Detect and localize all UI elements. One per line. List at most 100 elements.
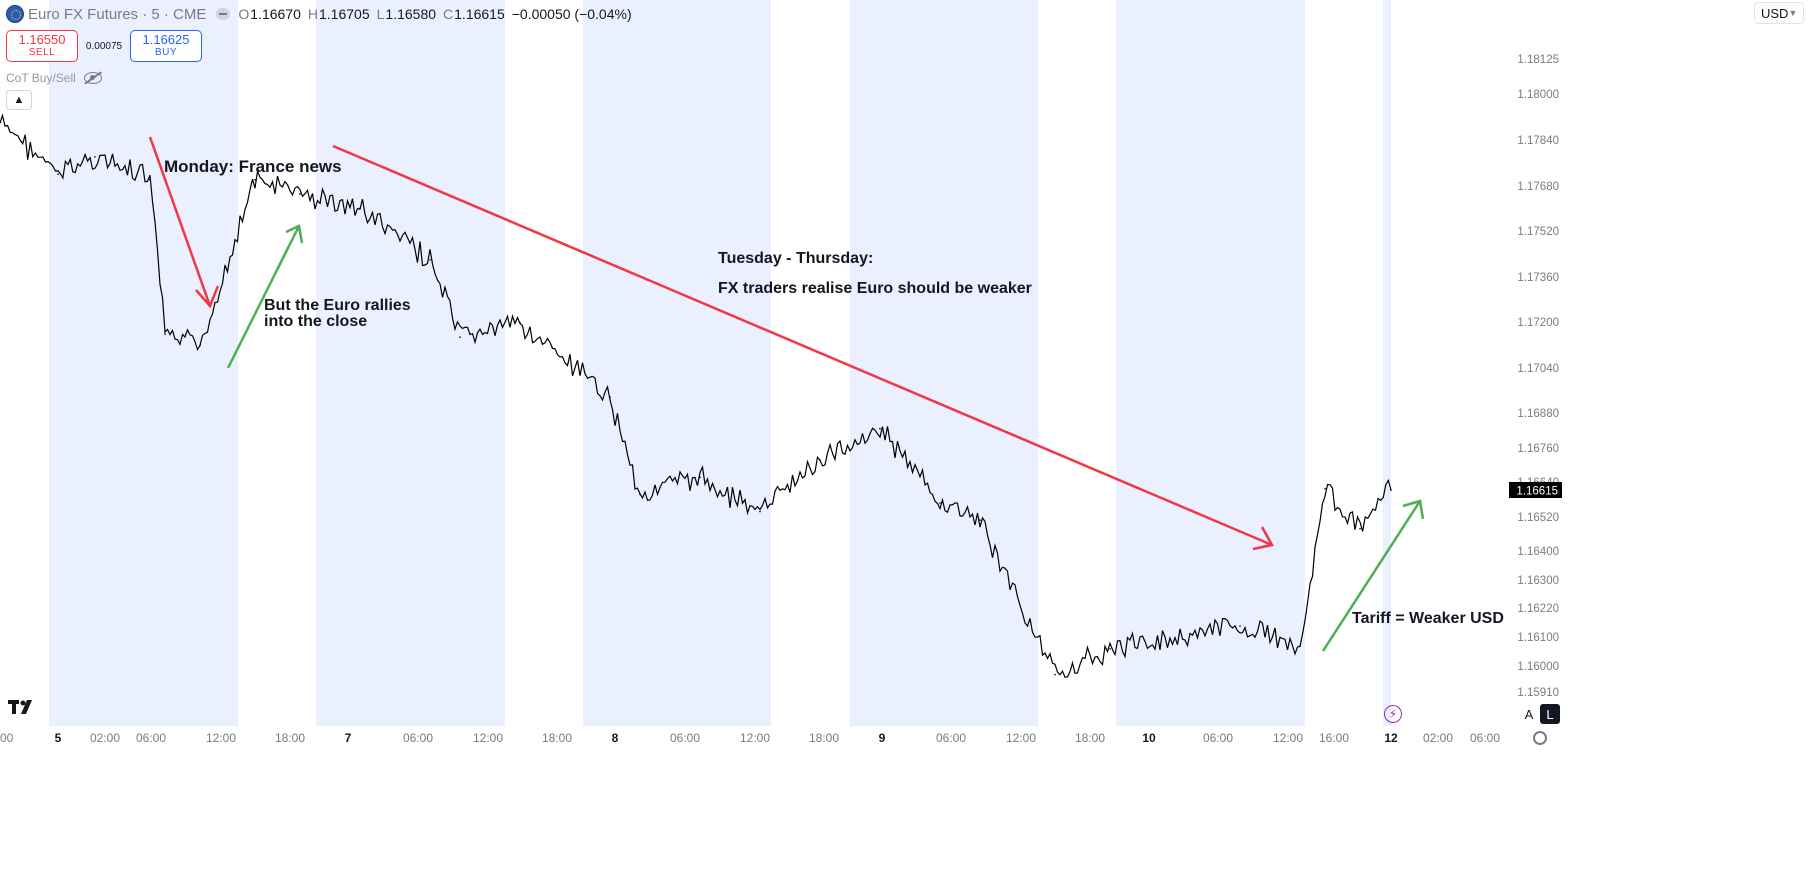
time-scale[interactable]: :00 5 02:00 06:00 12:00 18:00 7 06:00 12:00 18:00… [0, 731, 1500, 745]
session-shade-1 [316, 0, 505, 726]
price-point-13 [609, 396, 611, 399]
price-point-19 [939, 502, 941, 504]
price-point-1 [57, 173, 59, 175]
collapse-icon[interactable] [216, 8, 231, 20]
time-tick: 9 [879, 731, 886, 745]
price-tick: 1.16220 [1517, 603, 1559, 615]
gear-icon[interactable] [1533, 731, 1547, 745]
price-point-9 [429, 259, 431, 261]
high-key: H [307, 6, 318, 22]
price-tick: 1.16760 [1517, 443, 1559, 455]
symbol-title[interactable]: Euro FX Futures · 5 · CME [28, 5, 207, 23]
indicator-legend[interactable]: CoT Buy/Sell [6, 71, 102, 85]
price-point-0 [0, 121, 1, 124]
arrow-tariff-up [1321, 499, 1425, 652]
time-tick: 06:00 [136, 731, 166, 745]
buy-button[interactable]: 1.16625 BUY [130, 30, 202, 62]
price-tick: 1.16400 [1517, 546, 1559, 558]
annotation-rally-line2: into the close [264, 313, 367, 330]
time-tick: 06:00 [1470, 731, 1500, 745]
current-price-value: 1.16615 [1516, 486, 1558, 498]
price-point-7 [299, 193, 301, 195]
open-key: O [238, 6, 250, 22]
currency-value: USD [1761, 5, 1789, 21]
session-shade-5 [1383, 0, 1391, 726]
session-shade-0 [49, 0, 238, 726]
annotation-tariff: Tariff = Weaker USD [1352, 610, 1504, 627]
price-tick: 1.16300 [1517, 575, 1559, 587]
price-point-10 [459, 336, 461, 338]
session-shading [49, 0, 1391, 726]
tradingview-logo-icon[interactable] [8, 698, 38, 716]
hidden-eye-icon[interactable] [83, 72, 102, 84]
time-tick: 12:00 [1006, 731, 1036, 745]
price-point-25 [1324, 487, 1326, 490]
arrow-week-down [332, 144, 1274, 551]
close-key: C [443, 6, 454, 22]
price-point-6 [254, 179, 256, 181]
price-tick: 1.16520 [1517, 512, 1559, 524]
sell-label: SELL [28, 47, 56, 58]
current-price-label: 1.16615 [1509, 482, 1562, 498]
price-point-14 [639, 493, 641, 496]
time-tick: 06:00 [403, 731, 433, 745]
low-value: 1.16580 [385, 6, 437, 22]
time-tick: 18:00 [275, 731, 305, 745]
price-tick: 1.17360 [1517, 272, 1559, 284]
collapse-legend-button[interactable]: ▲ [6, 90, 32, 110]
sell-price: 1.16550 [18, 32, 66, 47]
session-shade-4 [1116, 0, 1305, 726]
price-scale[interactable]: 1.18125 1.18000 1.17840 1.17680 1.17520 1.173… [1517, 54, 1559, 699]
annotation-arrows [148, 136, 1425, 652]
price-tick: 1.17680 [1517, 181, 1559, 193]
price-point-17 [819, 459, 821, 461]
price-tick: 1.17040 [1517, 363, 1559, 375]
time-tick: 06:00 [670, 731, 700, 745]
close-value: 1.16615 [454, 6, 505, 22]
time-tick: 18:00 [542, 731, 572, 745]
time-tick: 10 [1142, 731, 1156, 745]
price-point-18 [879, 427, 881, 430]
price-point-24 [1299, 645, 1301, 647]
price-point-2 [94, 156, 96, 158]
price-point-20 [979, 519, 981, 521]
price-point-23 [1239, 625, 1241, 627]
log-scale-button[interactable]: L [1540, 704, 1560, 724]
time-tick: 02:00 [90, 731, 120, 745]
annotation-texts: Monday: France news But the Euro rallies… [164, 157, 1504, 627]
auto-scale-button[interactable]: A [1524, 706, 1534, 722]
arrow-monday-down [148, 136, 220, 309]
buy-price: 1.16625 [142, 32, 190, 47]
price-point-5 [199, 344, 201, 347]
low-key: L [376, 6, 385, 22]
arrow-rally-up [226, 224, 304, 369]
time-tick: :00 [0, 731, 14, 745]
session-shade-2 [583, 0, 771, 726]
annotation-fx-traders: FX traders realise Euro should be weaker [718, 280, 1032, 297]
price-point-27 [1390, 489, 1392, 491]
price-point-21 [1054, 673, 1056, 676]
price-tick: 1.18125 [1517, 54, 1559, 66]
price-tick: 1.16880 [1517, 408, 1559, 420]
time-tick: 06:00 [936, 731, 966, 745]
price-tick: 1.15910 [1517, 687, 1559, 699]
buy-label: BUY [154, 47, 178, 58]
price-point-4 [164, 333, 166, 336]
high-value: 1.16705 [319, 6, 370, 22]
price-tick: 1.16100 [1517, 632, 1559, 644]
time-tick: 12:00 [473, 731, 503, 745]
sell-button[interactable]: 1.16550 SELL [6, 30, 78, 62]
price-point-3 [149, 179, 151, 181]
lightning-icon[interactable]: ⚡ [1384, 705, 1402, 723]
time-tick: 12:00 [1273, 731, 1303, 745]
price-point-15 [699, 476, 701, 479]
annotation-tue-thu: Tuesday - Thursday: [718, 250, 873, 267]
open-value: 1.16670 [250, 6, 301, 22]
currency-select[interactable]: USD ▼ [1754, 2, 1804, 24]
annotation-rally-line1: But the Euro rallies [264, 297, 411, 314]
spread-value: 0.00075 [85, 40, 123, 52]
price-tick: 1.17520 [1517, 226, 1559, 238]
price-tick: 1.17840 [1517, 135, 1559, 147]
